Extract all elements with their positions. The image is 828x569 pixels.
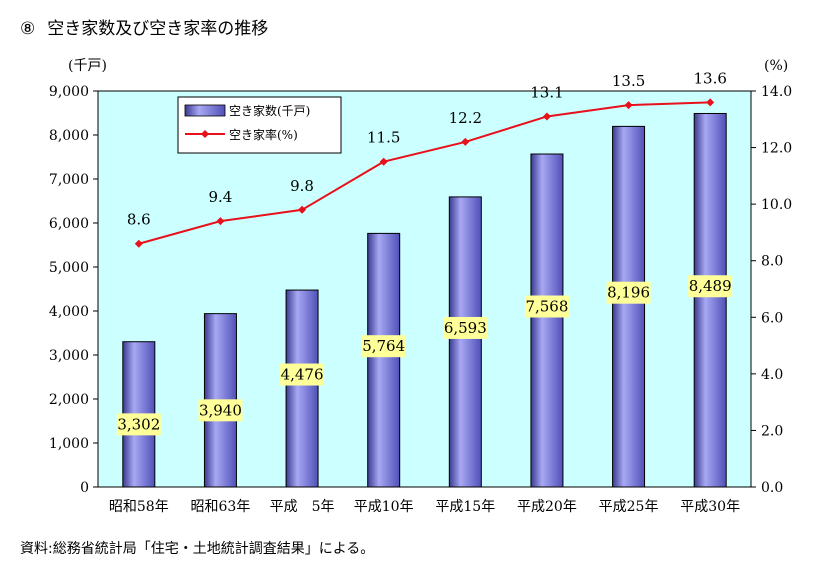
y-right-tick-label: 8.0 bbox=[761, 254, 783, 270]
bar-value-label: 3,940 bbox=[199, 401, 242, 419]
bar-value-label: 6,593 bbox=[444, 319, 487, 337]
bar-value-label: 8,196 bbox=[607, 284, 650, 302]
line-value-label: 13.5 bbox=[612, 72, 645, 90]
source-note: 資料:総務省統計局「住宅・土地統計調査結果」による。 bbox=[20, 541, 375, 557]
bar-data-labels: 3,302 3,940 4,476 5,764 6,593 7,568 8,196 8,489 bbox=[116, 275, 733, 436]
bar-value-label: 8,489 bbox=[689, 277, 732, 295]
bar-value-label: 4,476 bbox=[281, 366, 324, 384]
bar-label-box bbox=[116, 413, 161, 436]
y-left-tick-label: 3,000 bbox=[49, 348, 89, 364]
chart-title-text: 空き家数及び空き家率の推移 bbox=[47, 19, 269, 39]
line-point bbox=[379, 157, 388, 166]
bar bbox=[448, 196, 482, 488]
y-left-tick-label: 0 bbox=[80, 480, 89, 496]
y-right-tick-label: 2.0 bbox=[761, 423, 783, 439]
y-right-tick-label: 14.0 bbox=[761, 84, 792, 100]
y-right-tick-label: 12.0 bbox=[761, 141, 792, 157]
y-left-tick-label: 4,000 bbox=[49, 304, 89, 320]
bar-label-box bbox=[524, 295, 569, 318]
line-value-label: 8.6 bbox=[127, 211, 151, 229]
line-path bbox=[138, 101, 711, 245]
bar-label-box bbox=[361, 335, 406, 358]
legend: 空き家数(千戸) 空き家率(%) bbox=[177, 96, 342, 154]
x-tick-label: 昭和58年 bbox=[109, 499, 169, 515]
chart-title: ⑧ 空き家数及び空き家率の推移 bbox=[20, 14, 268, 39]
line-point bbox=[298, 205, 307, 214]
y-axis-right-unit: (%) bbox=[764, 58, 788, 74]
bar-value-label: 7,568 bbox=[525, 298, 568, 316]
line-value-label: 13.6 bbox=[693, 69, 726, 87]
legend-line-label: 空き家率(%) bbox=[229, 127, 298, 142]
line-value-label: 12.2 bbox=[449, 109, 482, 127]
chart-title-number: ⑧ bbox=[20, 19, 36, 39]
bar bbox=[367, 232, 401, 488]
x-tick-label: 平成20年 bbox=[517, 499, 577, 515]
legend-bar-label: 空き家数(千戸) bbox=[229, 103, 310, 118]
line-point bbox=[624, 101, 633, 110]
bar-label-box bbox=[280, 363, 325, 386]
y-axis-left-ticks: 0 1,000 2,000 3,000 4,000 5,000 6,000 7,000 8,00… bbox=[49, 84, 98, 496]
legend-bar-swatch bbox=[184, 104, 226, 117]
bar bbox=[612, 125, 646, 488]
line-point bbox=[461, 137, 470, 146]
y-left-tick-label: 2,000 bbox=[49, 392, 89, 408]
y-left-tick-label: 6,000 bbox=[49, 216, 89, 232]
line-value-label: 9.8 bbox=[290, 177, 314, 195]
y-axis-left-unit: (千戸) bbox=[68, 58, 107, 74]
bar-label-box bbox=[606, 281, 651, 304]
bar bbox=[285, 289, 319, 488]
line-point bbox=[134, 239, 143, 248]
y-left-tick-label: 5,000 bbox=[49, 260, 89, 276]
y-right-tick-label: 6.0 bbox=[761, 310, 783, 326]
line-point bbox=[706, 98, 715, 107]
x-tick-label: 平成10年 bbox=[354, 499, 414, 515]
y-right-tick-label: 0.0 bbox=[761, 480, 783, 496]
x-axis-ticks: 昭和58年 昭和63年 平成 5年 平成10年 平成15年 平成20年 平成25年 平成30年 bbox=[109, 499, 740, 515]
line-value-label: 13.1 bbox=[530, 83, 563, 101]
y-right-tick-label: 4.0 bbox=[761, 367, 783, 383]
y-right-tick-label: 10.0 bbox=[761, 197, 792, 213]
line-value-label: 11.5 bbox=[367, 129, 400, 147]
y-left-tick-label: 9,000 bbox=[49, 84, 89, 100]
y-left-tick-label: 1,000 bbox=[49, 436, 89, 452]
x-tick-label: 平成30年 bbox=[680, 499, 740, 515]
line-series bbox=[134, 98, 715, 248]
bar-value-label: 5,764 bbox=[362, 337, 405, 355]
line-point bbox=[216, 217, 225, 226]
x-tick-label: 平成 5年 bbox=[270, 499, 335, 515]
x-tick-label: 昭和63年 bbox=[191, 499, 251, 515]
line-point bbox=[542, 112, 551, 121]
legend-line-marker bbox=[201, 130, 209, 138]
bar bbox=[530, 153, 564, 488]
bar-label-box bbox=[688, 275, 733, 298]
x-tick-label: 平成15年 bbox=[435, 499, 495, 515]
line-data-labels: 8.6 9.4 9.8 11.5 12.2 13.1 13.5 13.6 bbox=[127, 69, 727, 228]
y-left-tick-label: 8,000 bbox=[49, 128, 89, 144]
line-value-label: 9.4 bbox=[209, 188, 233, 206]
bar-label-box bbox=[198, 399, 243, 422]
x-tick-label: 平成25年 bbox=[599, 499, 659, 515]
bar-label-box bbox=[443, 316, 488, 339]
y-left-tick-label: 7,000 bbox=[49, 172, 89, 188]
bar bbox=[693, 112, 727, 488]
bar-value-label: 3,302 bbox=[117, 415, 160, 433]
y-axis-right-ticks: 0.0 2.0 4.0 6.0 8.0 10.0 12.0 14.0 bbox=[751, 84, 792, 496]
